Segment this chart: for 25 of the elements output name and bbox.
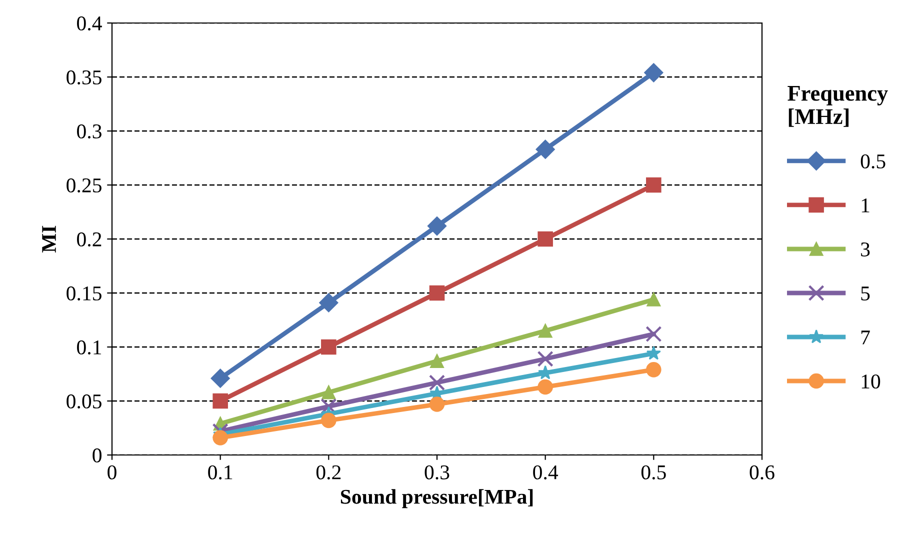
y-tick-label: 0.15 bbox=[66, 286, 102, 301]
y-tick-label: 0.25 bbox=[66, 178, 102, 193]
y-tick-label: 0.35 bbox=[66, 70, 102, 85]
legend-label: 10 bbox=[862, 374, 880, 389]
x-tick-label: 0.1 bbox=[208, 465, 232, 480]
legend-label: 3 bbox=[861, 242, 870, 256]
legend-label: 7 bbox=[861, 330, 870, 344]
x-tick-label: 0.2 bbox=[316, 465, 341, 480]
y-tick-label: 0.1 bbox=[77, 340, 102, 355]
x-tick-label: 0 bbox=[108, 465, 116, 480]
x-axis-title: Sound pressure[MPa] bbox=[340, 489, 533, 508]
y-tick-label: 0 bbox=[92, 448, 102, 462]
y-axis-title: MI bbox=[42, 226, 56, 253]
legend-label: 5 bbox=[861, 286, 870, 300]
legend-title: Frequency [MHz] bbox=[788, 86, 888, 127]
legend-label: 0.5 bbox=[860, 154, 886, 169]
y-tick-label: 0.05 bbox=[66, 394, 102, 409]
x-tick-label: 0.5 bbox=[641, 465, 666, 480]
x-tick-label: 0.4 bbox=[533, 465, 558, 480]
x-tick-label: 0.6 bbox=[750, 465, 774, 480]
y-tick-label: 0.3 bbox=[77, 124, 102, 139]
x-tick-label: 0.3 bbox=[424, 465, 450, 480]
legend-label: 1 bbox=[862, 198, 870, 212]
y-tick-label: 0.4 bbox=[77, 16, 102, 31]
y-tick-label: 0.2 bbox=[77, 232, 102, 247]
